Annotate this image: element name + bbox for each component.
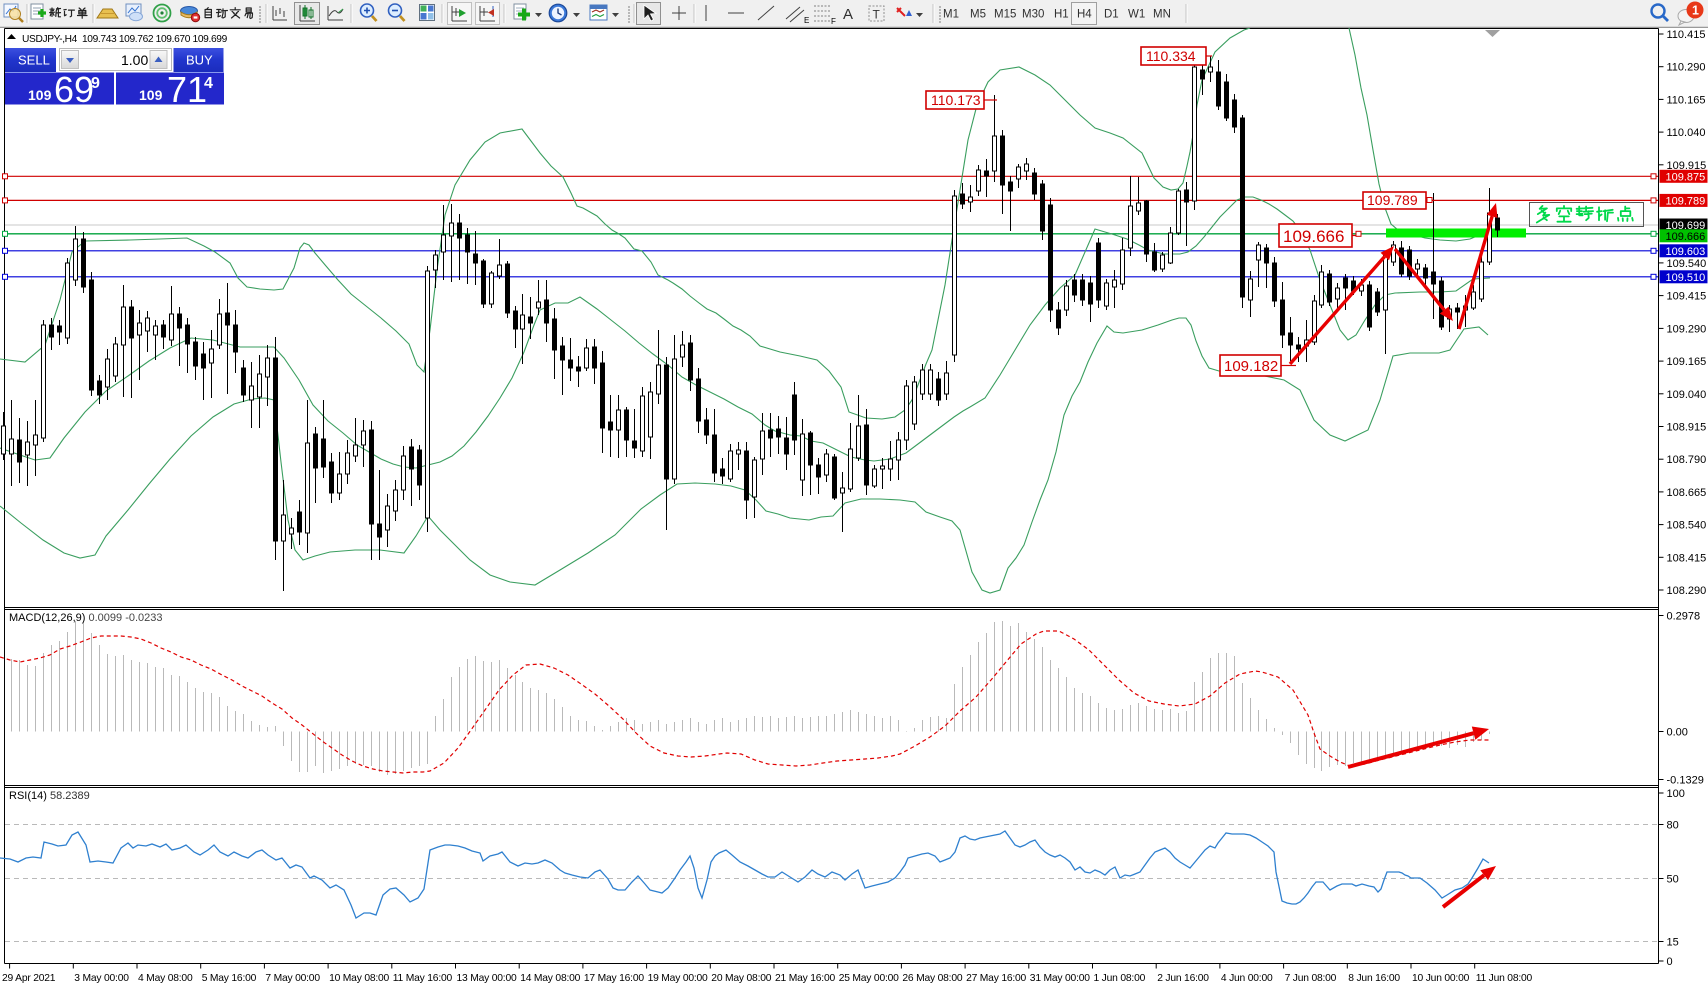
svg-text:109.789: 109.789 [1367, 192, 1418, 208]
svg-text:SELL: SELL [18, 53, 50, 68]
svg-text:5 May 16:00: 5 May 16:00 [202, 973, 257, 984]
svg-text:H1: H1 [1054, 9, 1069, 21]
svg-text:109.182: 109.182 [1224, 358, 1278, 375]
svg-text:A: A [843, 6, 853, 23]
svg-text:109.040: 109.040 [1667, 389, 1707, 401]
svg-text:110.290: 110.290 [1667, 62, 1706, 74]
svg-text:11 Jun 08:00: 11 Jun 08:00 [1476, 973, 1533, 984]
svg-text:71: 71 [167, 69, 207, 110]
svg-text:E: E [804, 16, 809, 25]
svg-text:109: 109 [28, 87, 52, 103]
svg-text:109.915: 109.915 [1667, 160, 1707, 172]
svg-text:F: F [831, 17, 836, 26]
svg-text:19 May 00:00: 19 May 00:00 [648, 973, 708, 984]
svg-text:2 Jun 16:00: 2 Jun 16:00 [1157, 973, 1209, 984]
svg-text:26 May 08:00: 26 May 08:00 [902, 973, 962, 984]
svg-text:4: 4 [204, 75, 213, 92]
svg-text:M5: M5 [970, 9, 986, 21]
svg-text:29 Apr 2021: 29 Apr 2021 [2, 973, 56, 984]
svg-text:RSI(14) 58.2389: RSI(14) 58.2389 [9, 790, 90, 802]
svg-text:1.00: 1.00 [121, 52, 148, 68]
svg-text:69: 69 [54, 69, 94, 110]
svg-text:USDJPY-,H4 109.743 109.762 10: USDJPY-,H4 109.743 109.762 109.670 109.6… [22, 34, 228, 45]
svg-text:21 May 16:00: 21 May 16:00 [775, 973, 835, 984]
svg-text:109.540: 109.540 [1667, 258, 1707, 270]
svg-text:-0.1329: -0.1329 [1667, 775, 1704, 787]
svg-text:1 Jun 08:00: 1 Jun 08:00 [1094, 973, 1146, 984]
svg-text:14 May 08:00: 14 May 08:00 [520, 973, 580, 984]
svg-text:D1: D1 [1104, 9, 1119, 21]
svg-text:110.415: 110.415 [1667, 29, 1706, 41]
svg-text:0: 0 [1667, 956, 1673, 968]
svg-text:0.2978: 0.2978 [1667, 611, 1701, 623]
svg-text:H4: H4 [1077, 9, 1092, 21]
svg-text:M15: M15 [994, 9, 1016, 21]
svg-text:T: T [873, 8, 881, 22]
svg-text:109.789: 109.789 [1666, 195, 1706, 207]
svg-text:11 May 16:00: 11 May 16:00 [393, 973, 453, 984]
svg-text:80: 80 [1667, 820, 1679, 832]
svg-text:109.165: 109.165 [1667, 356, 1707, 368]
svg-text:25 May 00:00: 25 May 00:00 [839, 973, 899, 984]
svg-text:109.875: 109.875 [1666, 171, 1706, 183]
svg-text:1: 1 [1692, 4, 1699, 18]
svg-text:8 Jun 16:00: 8 Jun 16:00 [1348, 973, 1400, 984]
svg-text:9: 9 [91, 75, 100, 92]
svg-text:110.334: 110.334 [1146, 48, 1196, 64]
svg-text:31 May 00:00: 31 May 00:00 [1030, 973, 1090, 984]
svg-text:BUY: BUY [186, 53, 213, 68]
svg-text:109.699: 109.699 [1666, 220, 1706, 232]
svg-text:MACD(12,26,9) 0.0099 -0.0233: MACD(12,26,9) 0.0099 -0.0233 [9, 612, 163, 624]
svg-text:MN: MN [1153, 9, 1171, 21]
svg-text:17 May 16:00: 17 May 16:00 [584, 973, 644, 984]
svg-text:0.00: 0.00 [1667, 727, 1688, 739]
svg-text:109.666: 109.666 [1666, 231, 1706, 243]
svg-text:4 May 08:00: 4 May 08:00 [138, 973, 193, 984]
svg-text:108.290: 108.290 [1667, 585, 1707, 597]
svg-text:110.165: 110.165 [1667, 94, 1706, 106]
svg-text:109.510: 109.510 [1666, 272, 1706, 284]
svg-text:108.790: 108.790 [1667, 454, 1707, 466]
svg-text:109.666: 109.666 [1283, 227, 1344, 246]
svg-text:108.915: 108.915 [1667, 422, 1707, 434]
svg-text:108.415: 108.415 [1667, 552, 1707, 564]
svg-text:110.040: 110.040 [1667, 127, 1706, 139]
svg-text:50: 50 [1667, 874, 1679, 886]
svg-text:109.415: 109.415 [1667, 291, 1707, 303]
svg-text:7 Jun 08:00: 7 Jun 08:00 [1285, 973, 1337, 984]
svg-text:109: 109 [139, 87, 163, 103]
svg-text:108.665: 108.665 [1667, 487, 1707, 499]
svg-text:10 May 08:00: 10 May 08:00 [329, 973, 389, 984]
svg-text:13 May 00:00: 13 May 00:00 [457, 973, 517, 984]
svg-text:15: 15 [1667, 937, 1679, 949]
svg-text:M1: M1 [943, 9, 959, 21]
svg-text:109.290: 109.290 [1667, 323, 1707, 335]
svg-text:110.173: 110.173 [931, 92, 981, 108]
svg-text:7 May 00:00: 7 May 00:00 [265, 973, 320, 984]
svg-text:20 May 08:00: 20 May 08:00 [711, 973, 771, 984]
svg-text:10 Jun 00:00: 10 Jun 00:00 [1412, 973, 1470, 984]
svg-text:W1: W1 [1128, 9, 1145, 21]
svg-text:109.603: 109.603 [1666, 246, 1706, 258]
svg-text:27 May 16:00: 27 May 16:00 [966, 973, 1026, 984]
svg-text:3 May 00:00: 3 May 00:00 [74, 973, 129, 984]
svg-text:4 Jun 00:00: 4 Jun 00:00 [1221, 973, 1273, 984]
svg-text:108.540: 108.540 [1667, 520, 1707, 532]
svg-text:M30: M30 [1022, 9, 1044, 21]
svg-text:100: 100 [1667, 788, 1685, 800]
